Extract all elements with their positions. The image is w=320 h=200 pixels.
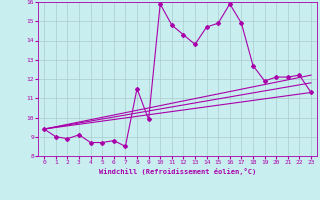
X-axis label: Windchill (Refroidissement éolien,°C): Windchill (Refroidissement éolien,°C) — [99, 168, 256, 175]
